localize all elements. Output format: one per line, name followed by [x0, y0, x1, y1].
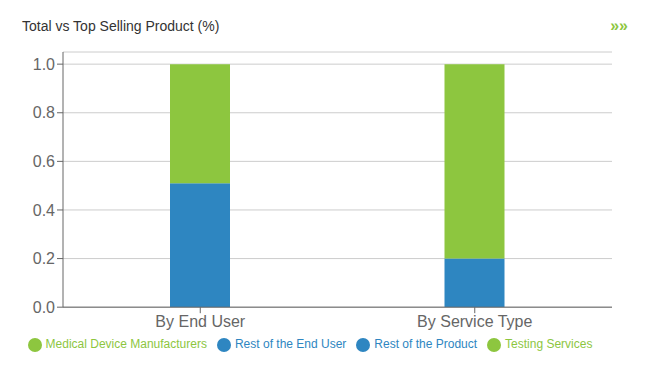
- svg-text:By End User: By End User: [155, 313, 245, 330]
- svg-text:By Service Type: By Service Type: [417, 313, 532, 330]
- svg-text:0.4: 0.4: [33, 202, 55, 219]
- html-text:Rest of the Product: Rest of the Product: [374, 337, 478, 352]
- svg-text:0.2: 0.2: [33, 250, 55, 267]
- svg-text:1.0: 1.0: [33, 56, 55, 73]
- html-text:Total vs Top Selling Product (: Total vs Top Selling Product (%): [22, 18, 220, 34]
- svg-text:0.0: 0.0: [33, 299, 55, 316]
- svg-text:0.8: 0.8: [33, 104, 55, 121]
- svg-text:0.6: 0.6: [33, 153, 55, 170]
- html-text:Medical Device Manufacturers: Medical Device Manufacturers: [45, 337, 207, 352]
- html-text:Rest of the End User: Rest of the End User: [235, 337, 347, 352]
- html-text:Testing Services: Testing Services: [505, 337, 593, 352]
